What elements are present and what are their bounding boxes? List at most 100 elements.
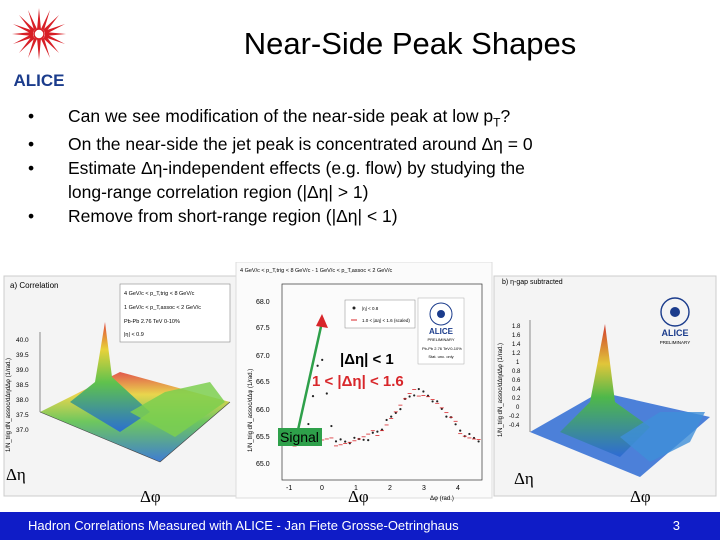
svg-text:Stat. unc. only: Stat. unc. only bbox=[428, 354, 453, 359]
svg-text:1: 1 bbox=[516, 360, 520, 366]
svg-text:37.0: 37.0 bbox=[16, 427, 29, 434]
right-panel-title: b) η-gap subtracted bbox=[502, 279, 563, 286]
left-away-side-ridge bbox=[130, 382, 225, 437]
data-point bbox=[422, 390, 425, 393]
svg-text:67.5: 67.5 bbox=[256, 325, 270, 332]
slide-title: Near-Side Peak Shapes bbox=[243, 26, 577, 61]
data-point bbox=[459, 429, 462, 432]
svg-text:65.0: 65.0 bbox=[256, 461, 270, 468]
left-z-ticks: 40.0 39.5 39.0 38.5 38.0 37.5 37.0 bbox=[16, 337, 29, 434]
svg-text:3: 3 bbox=[422, 485, 426, 492]
data-point bbox=[307, 422, 310, 426]
bullet-list: Can we see modification of the near-side… bbox=[28, 107, 698, 233]
data-point bbox=[436, 400, 439, 403]
svg-text:66.5: 66.5 bbox=[256, 379, 270, 386]
data-point bbox=[339, 438, 342, 441]
bullet-item: Estimate Δη-independent effects (e.g. fl… bbox=[28, 159, 698, 201]
svg-text:4: 4 bbox=[456, 485, 460, 492]
data-point bbox=[454, 423, 457, 426]
middle-x-ticks: -1 0 1 2 3 4 bbox=[286, 485, 460, 492]
middle-preliminary-badge: ALICE PRELIMINARY Pb-Pb 2.76 TeV 0-10% S… bbox=[417, 297, 465, 365]
data-point bbox=[371, 431, 374, 434]
legend-line: |η| < 0.9 bbox=[124, 332, 144, 338]
left-correlation-panel: a) Correlation 4 GeV/c < p_T,trig < 8 Ge… bbox=[3, 275, 237, 506]
svg-text:1.2: 1.2 bbox=[512, 351, 521, 357]
legend-line: 1 GeV/c < p_T,assoc < 2 GeV/c bbox=[124, 305, 201, 311]
data-point bbox=[362, 438, 365, 441]
data-point bbox=[380, 428, 384, 431]
data-point bbox=[440, 407, 443, 410]
middle-phi-axis-label: Δφ bbox=[348, 487, 369, 506]
svg-text:-0.2: -0.2 bbox=[509, 414, 520, 420]
svg-text:38.0: 38.0 bbox=[16, 397, 29, 404]
data-point bbox=[426, 394, 430, 397]
svg-text:1.4: 1.4 bbox=[512, 342, 521, 348]
svg-text:|η| < 0.8: |η| < 0.8 bbox=[362, 306, 379, 311]
data-point bbox=[445, 415, 448, 418]
right-z-ticks: 1.8 1.6 1.4 1.2 1 0.8 0.6 0.4 0.2 0 -0.2… bbox=[509, 324, 521, 429]
left-panel-title: a) Correlation bbox=[10, 281, 58, 290]
svg-text:ALICE: ALICE bbox=[662, 328, 689, 338]
signal-label-box bbox=[278, 428, 322, 446]
middle-x-axis-label: Δφ (rad.) bbox=[430, 496, 454, 502]
data-point bbox=[399, 408, 402, 411]
alice-star-icon bbox=[12, 8, 66, 60]
legend-line: Pb-Pb 2.76 TeV 0-10% bbox=[124, 319, 180, 325]
svg-text:1.0 < |Δη| < 1.6 (scaled): 1.0 < |Δη| < 1.6 (scaled) bbox=[362, 318, 410, 323]
red-data-points bbox=[288, 389, 481, 447]
svg-text:ALICE: ALICE bbox=[429, 327, 454, 336]
left-near-side-peak bbox=[70, 322, 150, 432]
svg-text:0-10%: 0-10% bbox=[450, 346, 462, 351]
data-point bbox=[385, 418, 388, 422]
svg-text:68.0: 68.0 bbox=[256, 299, 270, 306]
svg-text:1.6: 1.6 bbox=[512, 333, 521, 339]
data-point bbox=[417, 387, 420, 391]
svg-text:67.0: 67.0 bbox=[256, 353, 270, 360]
svg-text:65.5: 65.5 bbox=[256, 434, 270, 441]
middle-panel-header: 4 GeV/c < p_T,trig < 8 GeV/c - 1 GeV/c <… bbox=[240, 268, 392, 274]
svg-text:0.6: 0.6 bbox=[512, 378, 521, 384]
svg-text:Pb-Pb 2.76 TeV: Pb-Pb 2.76 TeV bbox=[422, 346, 450, 351]
data-point bbox=[408, 395, 411, 398]
svg-text:-0.4: -0.4 bbox=[509, 423, 520, 429]
footer-bar: Hadron Correlations Measured with ALICE … bbox=[0, 512, 720, 540]
correlation-figure: a) Correlation 4 GeV/c < p_T,trig < 8 Ge… bbox=[3, 262, 717, 506]
svg-text:0.8: 0.8 bbox=[512, 369, 521, 375]
bullet-item: Can we see modification of the near-side… bbox=[28, 107, 698, 128]
data-point bbox=[394, 411, 397, 414]
data-point bbox=[311, 395, 315, 398]
signal-label: Signal bbox=[280, 429, 319, 445]
svg-text:PRELIMINARY: PRELIMINARY bbox=[660, 340, 690, 345]
alice-logo: ALICE bbox=[12, 8, 66, 90]
signal-arrow bbox=[296, 321, 324, 431]
data-point bbox=[348, 442, 351, 445]
svg-text:39.5: 39.5 bbox=[16, 352, 29, 359]
data-point bbox=[334, 440, 338, 443]
right-near-side-peak bbox=[560, 324, 650, 457]
svg-text:38.5: 38.5 bbox=[16, 382, 29, 389]
left-phi-axis-label: Δφ bbox=[140, 487, 161, 506]
middle-legend-box: |η| < 0.8 1.0 < |Δη| < 1.6 (scaled) bbox=[344, 299, 416, 329]
svg-text:1: 1 bbox=[354, 485, 358, 492]
overlay-label-short-range: |Δη| < 1 bbox=[340, 351, 394, 368]
svg-text:0: 0 bbox=[516, 405, 520, 411]
svg-text:0: 0 bbox=[320, 485, 324, 492]
data-point bbox=[413, 394, 416, 397]
svg-text:1.8: 1.8 bbox=[512, 324, 521, 330]
right-z-axis-label: 1/N_trig dN_assoc/dΔηdΔφ (1/rad.) bbox=[498, 343, 504, 437]
svg-text:0.2: 0.2 bbox=[512, 396, 521, 402]
left-eta-axis-label: Δη bbox=[6, 465, 26, 484]
left-legend-box: 4 GeV/c < p_T,trig < 8 GeV/c 1 GeV/c < p… bbox=[119, 283, 231, 343]
data-point bbox=[472, 436, 476, 440]
data-point bbox=[477, 440, 480, 443]
svg-text:66.0: 66.0 bbox=[256, 407, 270, 414]
data-point bbox=[325, 392, 328, 395]
data-point bbox=[316, 364, 319, 367]
svg-text:2: 2 bbox=[388, 485, 392, 492]
data-point bbox=[353, 436, 356, 439]
data-point bbox=[344, 440, 347, 443]
middle-y-axis-label: 1/N_trig dN_assoc/dΔφ (1/rad.) bbox=[248, 369, 254, 452]
left-z-axis-label: 1/N_trig dN_assoc/dΔηdΔφ (1/rad.) bbox=[6, 358, 12, 452]
svg-text:-1: -1 bbox=[286, 485, 292, 492]
svg-text:37.5: 37.5 bbox=[16, 412, 29, 419]
